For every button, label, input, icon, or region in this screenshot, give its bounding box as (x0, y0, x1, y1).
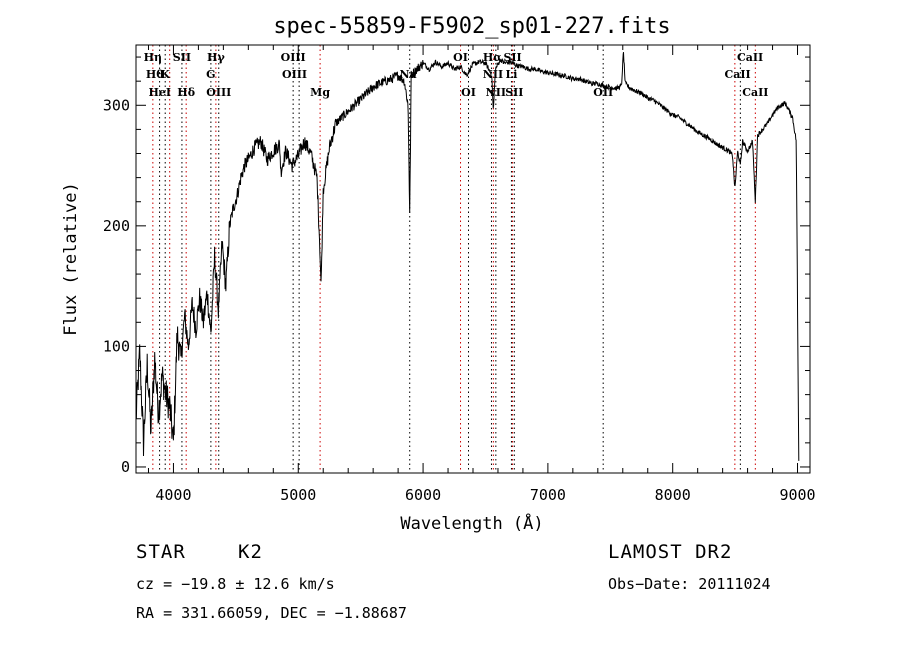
line-label: OIII (281, 51, 306, 64)
x-tick-label: 8000 (655, 486, 691, 504)
line-label: OIII (282, 68, 307, 81)
y-tick-label: 200 (103, 217, 130, 235)
y-tick-label: 0 (121, 458, 130, 476)
x-axis-label: Wavelength (Å) (400, 512, 543, 534)
y-tick-label: 100 (103, 337, 130, 355)
line-label: CaII (737, 51, 763, 64)
object-class: STAR (136, 541, 186, 563)
x-tick-label: 5000 (280, 486, 316, 504)
line-label: Li (505, 68, 517, 81)
line-label: Hθ (146, 68, 164, 81)
x-tick-label: 4000 (155, 486, 191, 504)
spectrum-line (135, 52, 800, 461)
line-label: Hγ (207, 51, 225, 64)
line-label: SII (173, 51, 191, 64)
line-label: CaII (725, 68, 751, 81)
plot-frame (135, 44, 811, 474)
object-subclass: K2 (238, 541, 263, 563)
coordinates: RA = 331.66059, DEC = −1.88687 (136, 604, 407, 622)
line-label: G (206, 68, 215, 81)
line-label: HeI (148, 86, 171, 99)
x-tick-label: 9000 (779, 486, 815, 504)
line-label: OI (453, 51, 468, 64)
chart-title: spec-55859-F5902_sp01-227.fits (273, 14, 670, 39)
line-label: Mg (310, 86, 330, 99)
line-label: NII (486, 86, 506, 99)
velocity-readout: cz = −19.8 ± 12.6 km/s (136, 575, 335, 593)
x-tick-label: 7000 (530, 486, 566, 504)
line-label: Hη (144, 51, 162, 64)
line-label: SII (505, 86, 523, 99)
line-label: Hα (483, 51, 502, 64)
line-label: OIII (206, 86, 231, 99)
line-label: NII (483, 68, 503, 81)
x-tick-label: 6000 (405, 486, 441, 504)
line-label: Hδ (177, 86, 195, 99)
y-axis-label: Flux (relative) (61, 182, 81, 336)
obs-date: Obs−Date: 20111024 (608, 575, 771, 593)
line-label: OI (461, 86, 476, 99)
line-label: K (160, 68, 170, 81)
axis-ticks: 4000 5000 6000 7000 8000 9000 0 100 200 300 (103, 45, 816, 504)
line-label: CaII (742, 86, 768, 99)
y-tick-label: 300 (103, 96, 130, 114)
survey-name: LAMOST DR2 (608, 541, 733, 563)
